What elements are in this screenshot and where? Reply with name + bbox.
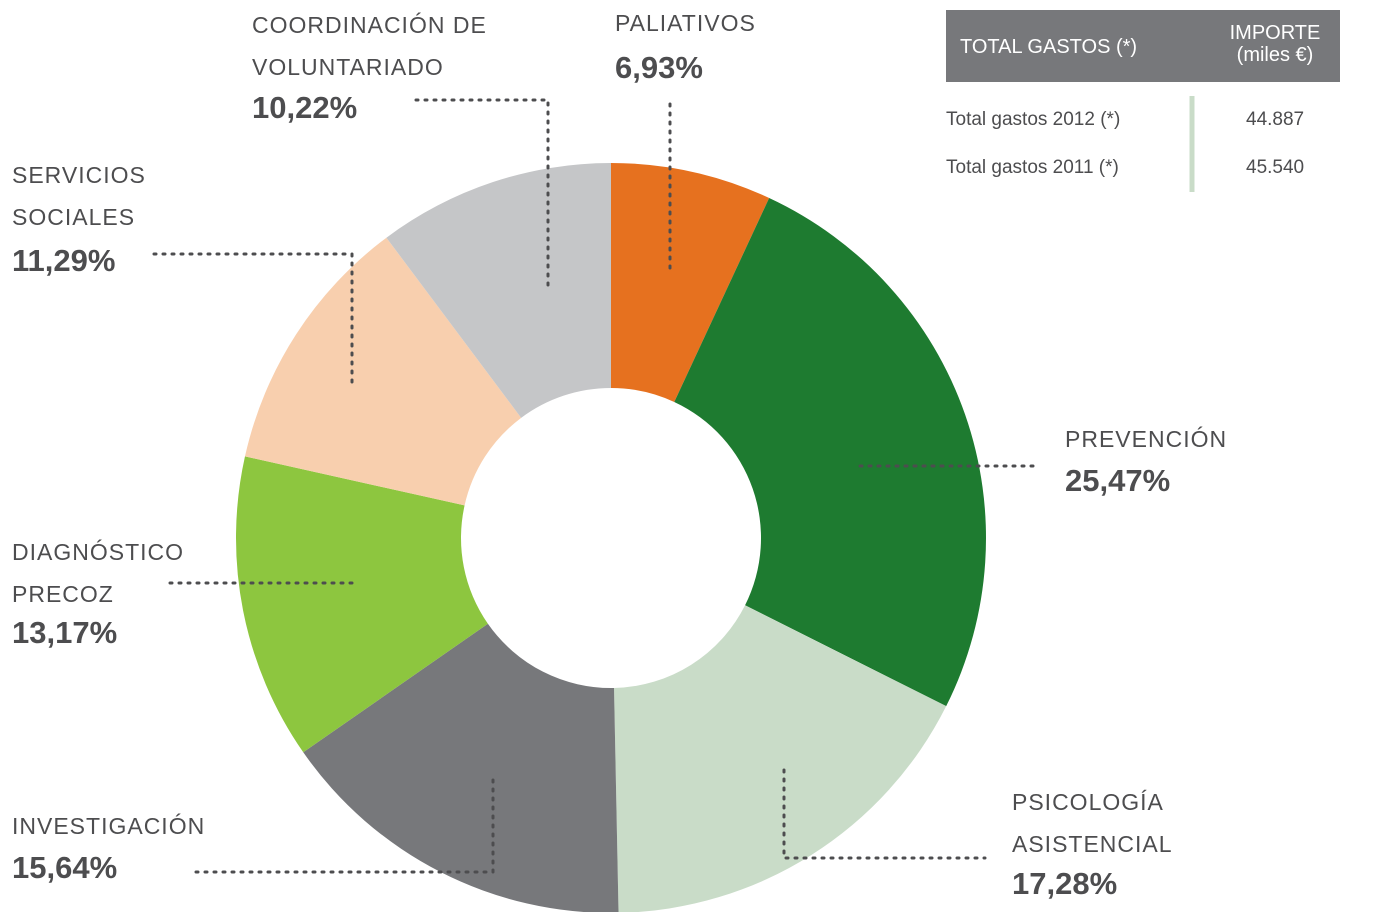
category-label: DIAGNÓSTICO PRECOZ [12,539,185,607]
leader [188,778,495,874]
leader [408,98,550,287]
category-label: INVESTIGACIÓN [12,813,206,839]
value-label: 17,28% [1012,866,1118,901]
value-label: 25,47% [1065,463,1171,498]
category-label: SERVICIOS SOCIALES [12,162,146,230]
category-label: PALIATIVOS [615,10,756,36]
value-label: 13,17% [12,615,118,650]
value-label: 10,22% [252,90,358,125]
value-label: 11,29% [12,243,116,278]
category-label: PREVENCIÓN [1065,426,1228,452]
table-header: IMPORTE (miles €) [1229,22,1321,66]
leader [146,252,354,384]
table-cell: Total gastos 2012 (*) [946,109,1121,130]
donut [235,163,986,912]
table-cell: 45.540 [1246,157,1305,178]
slice [674,197,986,707]
slice [303,623,619,912]
value-label: 15,64% [12,850,118,885]
category-label: COORDINACIÓN DE VOLUNTARIADO [252,12,487,80]
value-label: 6,93% [615,50,703,85]
table-header-bg [946,10,1340,82]
table-cell: 44.887 [1246,109,1305,130]
slice [611,163,770,402]
slice [614,605,947,912]
table-cell: Total gastos 2011 (*) [946,157,1119,178]
category-label: PSICOLOGÍA ASISTENCIAL [1012,789,1173,857]
leader [782,768,987,860]
leaders [146,98,1042,874]
table-header: TOTAL GASTOS (*) [960,36,1138,58]
slice [244,237,522,506]
slice [386,163,611,418]
slice [235,456,488,753]
